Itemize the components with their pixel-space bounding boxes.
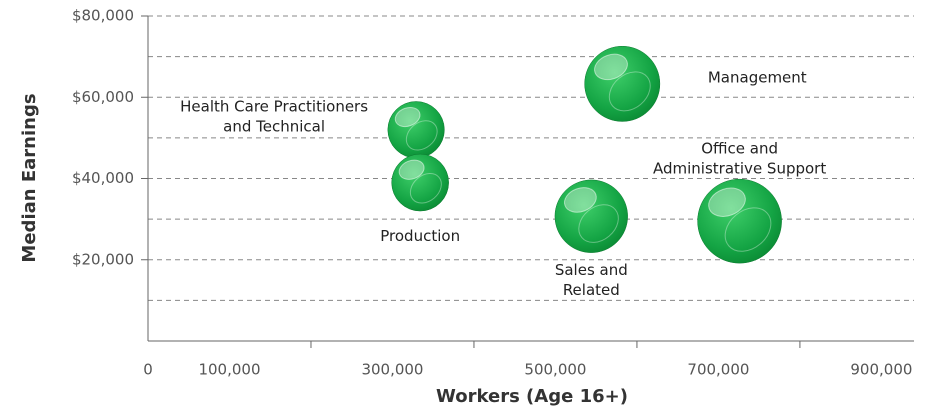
bubble-label: Office and	[701, 140, 778, 158]
y-tick-label: $60,000	[72, 88, 134, 106]
bubble-label: Related	[563, 281, 620, 299]
x-tick-label: 100,000	[198, 361, 260, 379]
bubble-label: Management	[708, 68, 807, 86]
x-tick-label: 0	[143, 361, 153, 379]
bubble-reflection	[405, 120, 438, 151]
x-tick-label: 500,000	[524, 361, 586, 379]
bubble-highlight	[564, 187, 597, 213]
bubble	[391, 153, 449, 212]
bubble	[697, 178, 782, 264]
bubble-reflection	[724, 207, 772, 252]
bubble-highlight	[394, 106, 421, 128]
bubble-reflection	[608, 71, 651, 112]
bubble-highlight	[594, 53, 628, 81]
x-tick-label: 700,000	[687, 361, 749, 379]
bubble-label: Administrative Support	[653, 160, 826, 178]
bubble-reflection	[409, 173, 442, 204]
bubble-label: Sales and	[555, 261, 628, 279]
x-axis-title: Workers (Age 16+)	[436, 386, 628, 407]
bubble	[584, 45, 661, 122]
y-tick-label: $80,000	[72, 7, 134, 25]
y-tick-label: $40,000	[72, 169, 134, 187]
y-tick-label: $20,000	[72, 250, 134, 268]
bubble-label: Production	[380, 227, 460, 245]
y-axis-title: Median Earnings	[19, 93, 40, 262]
bubble	[554, 179, 628, 253]
x-tick-label: 300,000	[361, 361, 423, 379]
bubble-label: and Technical	[223, 117, 325, 135]
bubble-highlight	[708, 187, 746, 217]
x-tick-label: 900,000	[850, 361, 912, 379]
bubble-reflection	[578, 204, 619, 243]
bubble-label: Health Care Practitioners	[180, 97, 368, 115]
bubble-highlight	[398, 159, 425, 180]
